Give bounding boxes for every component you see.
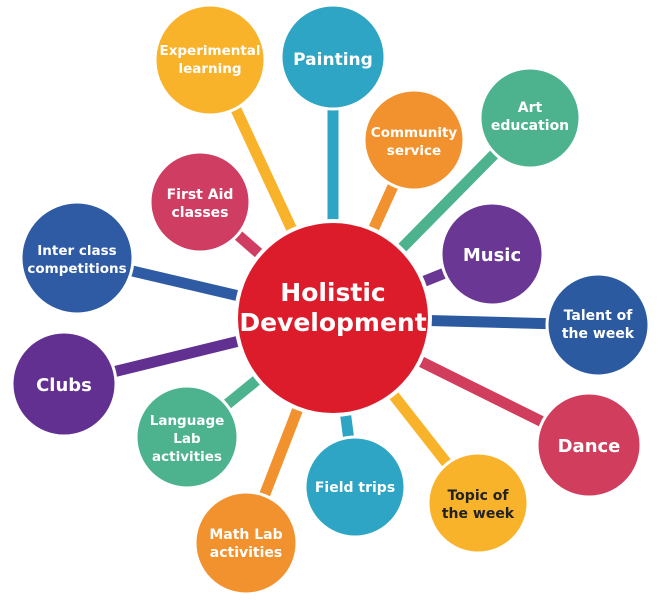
- node-label: classes: [171, 205, 228, 221]
- node-label: Language: [150, 413, 225, 429]
- node-label: Art: [518, 100, 543, 116]
- node-art-education: Art education: [478, 66, 582, 170]
- node-label: First Aid: [167, 187, 234, 203]
- node-label: Math Lab: [209, 527, 282, 543]
- node-label: activities: [152, 449, 222, 465]
- node-circle: [535, 391, 643, 499]
- node-topic-of-the-week: Topic of the week: [426, 451, 530, 555]
- node-label: service: [387, 143, 441, 159]
- node-circle: [193, 490, 299, 596]
- node-circle: [279, 3, 387, 111]
- node-circle: [426, 451, 530, 555]
- node-circle: [478, 66, 582, 170]
- node-label: activities: [210, 545, 282, 561]
- center-label-line1: Holistic: [280, 278, 385, 307]
- node-circle: [303, 435, 407, 539]
- node-label: the week: [442, 506, 515, 522]
- center-hub: Holistic Development: [234, 219, 432, 417]
- node-label: Inter class: [37, 243, 116, 259]
- center-label-line2: Development: [239, 308, 426, 337]
- node-label: Community: [371, 125, 458, 141]
- center-circle: [234, 219, 432, 417]
- node-community-service: Community service: [362, 88, 466, 192]
- node-label: Dance: [558, 436, 621, 457]
- node-label: learning: [178, 61, 241, 77]
- node-label: the week: [562, 326, 635, 342]
- node-music: Music: [439, 201, 545, 307]
- node-inter-class-competitions: Inter class competitions: [19, 200, 135, 316]
- node-language-lab-activities: Language Lab activities: [134, 384, 240, 490]
- node-circle: [134, 384, 240, 490]
- node-first-aid-classes: First Aid classes: [148, 150, 252, 254]
- node-label: competitions: [27, 261, 126, 277]
- node-circle: [545, 272, 651, 378]
- node-label: Experimental: [159, 43, 260, 59]
- node-circle: [153, 3, 267, 117]
- node-label: Talent of: [564, 308, 634, 324]
- node-label: Painting: [293, 50, 373, 70]
- node-label: Topic of: [447, 488, 509, 504]
- node-label: education: [491, 118, 569, 134]
- node-label: Clubs: [36, 375, 92, 396]
- node-label: Field trips: [315, 480, 395, 496]
- node-talent-of-the-week: Talent of the week: [545, 272, 651, 378]
- node-circle: [439, 201, 545, 307]
- node-circle: [362, 88, 466, 192]
- node-clubs: Clubs: [10, 330, 118, 438]
- node-label: Lab: [173, 431, 201, 447]
- node-circle: [10, 330, 118, 438]
- node-label: Music: [463, 245, 521, 266]
- node-field-trips: Field trips: [303, 435, 407, 539]
- node-circle: [148, 150, 252, 254]
- node-experimental-learning: Experimental learning: [153, 3, 267, 117]
- node-math-lab-activities: Math Lab activities: [193, 490, 299, 596]
- node-painting: Painting: [279, 3, 387, 111]
- node-circle: [19, 200, 135, 316]
- node-dance: Dance: [535, 391, 643, 499]
